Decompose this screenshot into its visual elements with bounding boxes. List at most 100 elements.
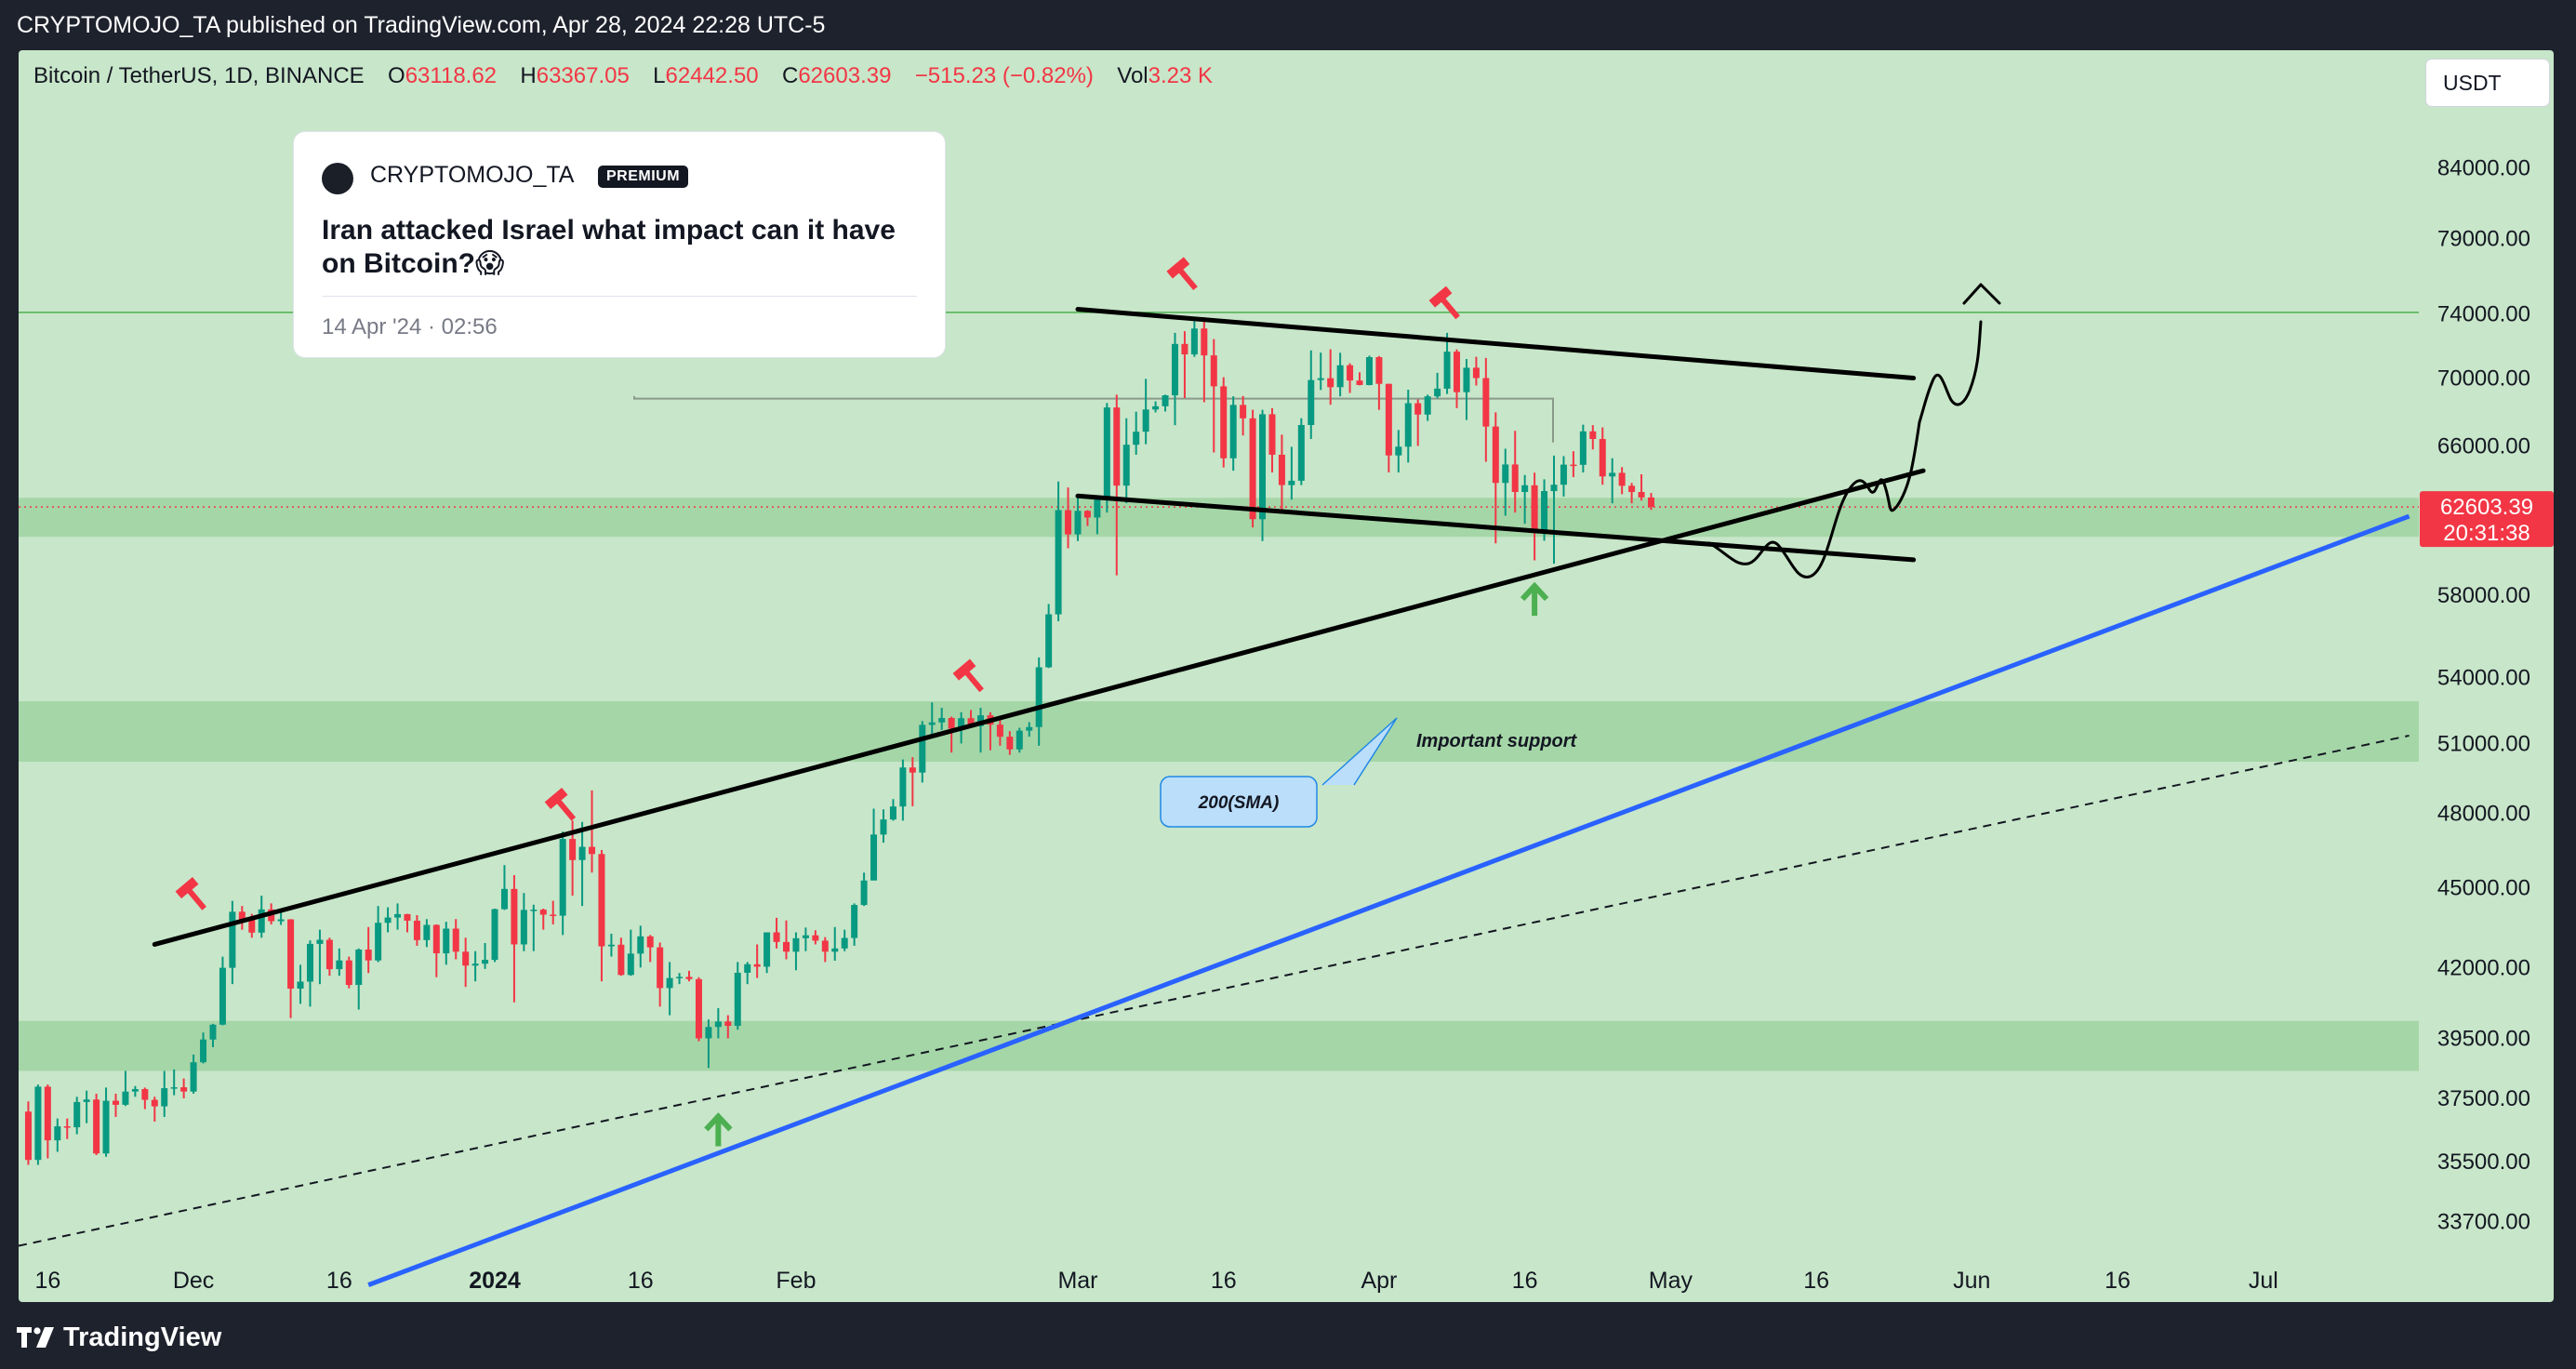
candle-body — [1055, 510, 1062, 615]
candle-body — [734, 972, 741, 1027]
projected-path-drawing — [1707, 320, 1983, 578]
candle-up — [1035, 657, 1042, 746]
candle-down — [821, 937, 829, 963]
candle-body — [1618, 472, 1626, 486]
candle-down — [63, 1118, 71, 1139]
candle-up — [637, 925, 644, 968]
candle-body — [1414, 403, 1422, 415]
sma-callout-label: 200(SMA) — [1198, 793, 1280, 813]
candle-body — [831, 948, 839, 952]
date-axis-label: May — [1649, 1268, 1693, 1294]
date-axis-label: Jun — [1953, 1268, 1990, 1294]
tradingview-logo[interactable]: TradingView — [17, 1319, 221, 1356]
sell-marker-icon — [544, 787, 577, 821]
candle-body — [1297, 424, 1305, 481]
candle-down — [345, 956, 352, 989]
price-badge-value: 62603.39 — [2440, 495, 2533, 520]
candle-down — [151, 1097, 158, 1123]
candle-body — [1647, 497, 1654, 508]
candle-body — [1472, 367, 1480, 379]
candle-up — [131, 1085, 139, 1097]
candle-body — [1521, 485, 1529, 492]
rising-trendline — [152, 468, 1926, 947]
candle-body — [1395, 446, 1402, 456]
sell-marker-handle — [555, 798, 577, 821]
idea-headline[interactable]: Iran attacked Israel what impact can it … — [322, 215, 896, 279]
candle-body — [1463, 367, 1470, 392]
candle-up — [1103, 403, 1110, 513]
candle-up — [306, 940, 313, 1007]
candle-body — [764, 932, 771, 967]
candle-body — [1240, 405, 1247, 419]
low-value: 62442.50 — [665, 63, 759, 88]
price-badge-countdown: 20:31:38 — [2443, 521, 2530, 546]
candle-body — [384, 917, 392, 924]
candle-body — [1268, 414, 1276, 455]
date-axis-label: Dec — [173, 1268, 214, 1294]
candle-up — [500, 865, 508, 910]
candle-body — [1385, 383, 1392, 456]
candle-body — [1511, 464, 1519, 492]
candle-body — [520, 910, 527, 945]
candle-body — [1375, 357, 1383, 384]
close-value: 62603.39 — [798, 63, 892, 88]
candle-body — [724, 1021, 732, 1027]
candle-body — [899, 767, 907, 807]
open-value: 63118.62 — [405, 63, 498, 88]
candle-down — [1647, 493, 1654, 511]
candle-down — [1511, 431, 1519, 513]
candle-down — [996, 718, 1003, 746]
sell-marker-icon — [952, 658, 984, 693]
candle-down — [1531, 472, 1538, 561]
candle-body — [1006, 737, 1014, 750]
candle-up — [471, 950, 479, 982]
candle-body — [491, 909, 498, 961]
candle-body — [170, 1087, 178, 1089]
candle-down — [724, 1015, 732, 1039]
projection-arrowhead — [1962, 283, 2001, 305]
candle-body — [229, 911, 236, 968]
date-axis-label: Apr — [1361, 1268, 1397, 1294]
candle-body — [1074, 511, 1082, 535]
candle-down — [1482, 357, 1490, 462]
candle-body — [452, 928, 459, 952]
candle-down — [1113, 394, 1121, 576]
candle-body — [122, 1091, 129, 1105]
sma-callout: 200(SMA) — [1160, 717, 1398, 828]
candle-down — [695, 977, 702, 1042]
candle-up — [1297, 418, 1305, 485]
idea-card[interactable]: CRYPTOMOJO_TA PREMIUM Iran attacked Isra… — [294, 132, 945, 357]
candle-up — [1162, 394, 1169, 412]
candle-up — [1122, 418, 1130, 504]
candle-body — [685, 977, 693, 979]
candle-up — [384, 907, 392, 933]
candle-body — [180, 1087, 188, 1092]
candle-up — [578, 821, 586, 907]
candle-up — [1133, 411, 1140, 455]
candle-up — [1026, 722, 1033, 738]
candle-down — [753, 944, 761, 978]
date-axis-label: Mar — [1057, 1268, 1097, 1294]
candle-up — [297, 964, 304, 1004]
candle-body — [63, 1126, 71, 1128]
candle-body — [1181, 343, 1188, 355]
candle-body — [714, 1021, 722, 1028]
price-axis-label: 37500.00 — [2437, 1086, 2530, 1111]
candle-up — [73, 1097, 81, 1135]
chart-canvas[interactable]: 200(SMA) Important support 84000.00 79000.0… — [19, 50, 2554, 1302]
candle-up — [190, 1054, 197, 1094]
candle-down — [783, 920, 790, 960]
candle-up — [744, 962, 751, 985]
sell-marker-icon — [175, 877, 206, 910]
chart-frame[interactable]: 200(SMA) Important support 84000.00 79000.0… — [19, 50, 2554, 1302]
candle-body — [1045, 614, 1053, 668]
candle-down — [1181, 331, 1188, 398]
candle-body — [1103, 407, 1110, 497]
candle-down — [112, 1093, 119, 1117]
currency-button[interactable]: USDT — [2426, 60, 2549, 106]
candle-up — [34, 1084, 42, 1165]
idea-author[interactable]: CRYPTOMOJO_TA — [370, 162, 575, 188]
candle-body — [1541, 491, 1548, 532]
candle-body — [83, 1099, 90, 1102]
